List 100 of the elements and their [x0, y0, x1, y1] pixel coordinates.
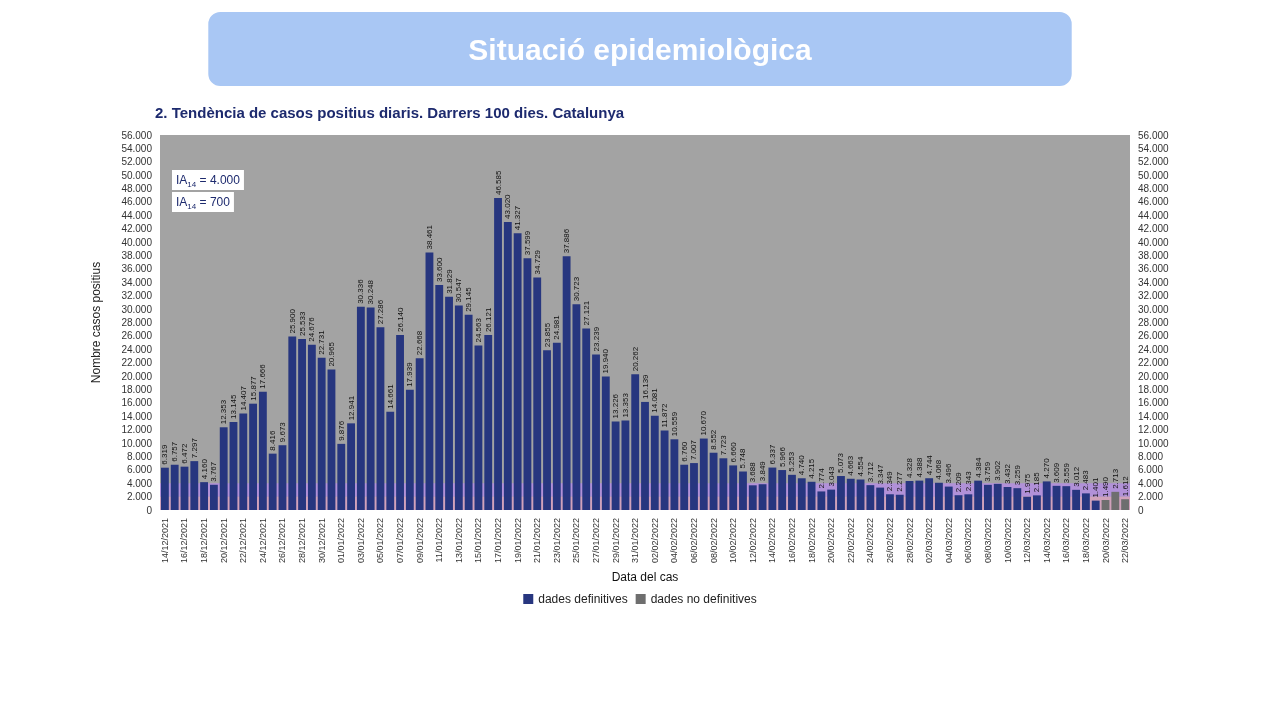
data-label: 4.740 [797, 454, 807, 476]
x-tick-label: 26/02/2022 [884, 518, 895, 564]
x-tick-label: 22/02/2022 [845, 518, 856, 564]
bar [435, 285, 444, 510]
bar [170, 464, 179, 510]
x-tick-label: 20/03/2022 [1100, 518, 1111, 564]
bar [337, 443, 346, 510]
bar [699, 438, 708, 510]
bar [552, 342, 561, 510]
y-tick-label: 34.000 [121, 276, 153, 288]
y-tick-label: 50.000 [121, 169, 153, 181]
x-axis-title: Data del cas [611, 569, 679, 584]
data-label: 19.940 [601, 348, 611, 374]
y-tick-label: 52.000 [121, 156, 153, 168]
data-label: 3.496 [944, 463, 954, 484]
x-tick-label: 22/12/2021 [238, 518, 249, 564]
x-tick-label: 17/01/2022 [493, 518, 504, 564]
data-label: 41.327 [513, 205, 523, 231]
data-label: 34.729 [532, 249, 542, 275]
data-label: 24.981 [552, 314, 562, 340]
bar [298, 339, 306, 510]
bar [219, 427, 228, 510]
bar [464, 314, 473, 510]
bar [837, 476, 845, 510]
data-label: 23.855 [542, 322, 552, 348]
data-label: 15.877 [248, 375, 258, 401]
bar [366, 307, 375, 510]
x-tick-label: 02/02/2022 [649, 518, 660, 564]
bar [993, 483, 1002, 510]
x-tick-label: 27/01/2022 [591, 518, 602, 564]
bar [748, 485, 757, 510]
data-label: 25.900 [287, 308, 297, 334]
bar [582, 328, 591, 510]
data-label: 2.343 [963, 470, 973, 492]
data-label: 7.297 [189, 437, 199, 459]
y-tick-label: 0 [146, 504, 153, 516]
y2-tick-label: 4.000 [1138, 477, 1164, 489]
bar [1091, 500, 1100, 510]
bar [209, 484, 218, 510]
data-label: 20.262 [630, 346, 640, 372]
x-tick-label: 04/03/2022 [943, 518, 954, 564]
y2-tick-label: 12.000 [1138, 424, 1170, 436]
bar [797, 478, 806, 510]
data-label: 14.081 [650, 387, 660, 413]
x-tick-label: 14/12/2021 [159, 518, 170, 564]
data-label: 1.612 [1120, 475, 1130, 497]
y2-tick-label: 50.000 [1138, 169, 1170, 181]
x-tick-label: 28/12/2021 [297, 518, 308, 564]
data-label: 9.876 [336, 420, 346, 441]
bar [1121, 499, 1130, 510]
bar [1013, 488, 1022, 510]
data-label: 1.975 [1022, 473, 1032, 494]
bar [984, 484, 992, 510]
data-label: 4.068 [934, 459, 944, 480]
y2-tick-label: 40.000 [1138, 236, 1170, 248]
data-label: 30.248 [366, 279, 376, 305]
data-label: 2.277 [895, 471, 905, 492]
y2-tick-label: 20.000 [1138, 370, 1170, 382]
data-label: 1.490 [1101, 476, 1111, 498]
data-label: 3.559 [1061, 462, 1071, 484]
data-label: 3.609 [1052, 462, 1062, 483]
data-label: 13.353 [620, 392, 630, 418]
data-label: 10.670 [699, 410, 709, 436]
y2-tick-label: 18.000 [1138, 383, 1170, 395]
legend-label: dades no definitives [650, 592, 757, 606]
y-tick-label: 22.000 [121, 357, 153, 369]
y2-tick-label: 0 [1138, 504, 1144, 516]
data-label: 22.668 [415, 330, 425, 356]
y-axis-title: Nombre casos positius [89, 261, 103, 384]
bar [925, 478, 934, 510]
bar [288, 336, 297, 510]
x-tick-label: 05/01/2022 [375, 518, 386, 564]
bar [258, 391, 267, 510]
data-label: 7.723 [718, 434, 728, 456]
x-tick-label: 18/02/2022 [806, 518, 817, 564]
data-label: 6.757 [170, 441, 180, 462]
data-label: 4.388 [914, 457, 924, 478]
bar [1042, 481, 1051, 510]
y-tick-label: 24.000 [121, 343, 153, 355]
data-label: 26.121 [483, 307, 493, 333]
y-tick-label: 18.000 [121, 383, 153, 395]
bar [513, 233, 522, 510]
data-label: 4.744 [924, 454, 934, 476]
bar [239, 413, 248, 510]
bar [641, 401, 649, 510]
bar [974, 480, 983, 510]
data-label: 3.012 [1071, 466, 1081, 487]
y-tick-label: 8.000 [126, 450, 153, 462]
data-label: 4.270 [1042, 457, 1052, 479]
data-label: 24.676 [307, 316, 317, 342]
x-tick-label: 25/01/2022 [571, 518, 582, 564]
y2-tick-label: 34.000 [1138, 276, 1170, 288]
y2-tick-label: 54.000 [1138, 142, 1170, 154]
x-tick-label: 01/01/2022 [336, 518, 347, 564]
data-label: 13.226 [611, 393, 621, 419]
bar [768, 467, 777, 510]
bar [758, 484, 767, 510]
bar [268, 453, 277, 510]
x-tick-label: 14/02/2022 [767, 518, 778, 564]
y2-tick-label: 14.000 [1138, 410, 1170, 422]
